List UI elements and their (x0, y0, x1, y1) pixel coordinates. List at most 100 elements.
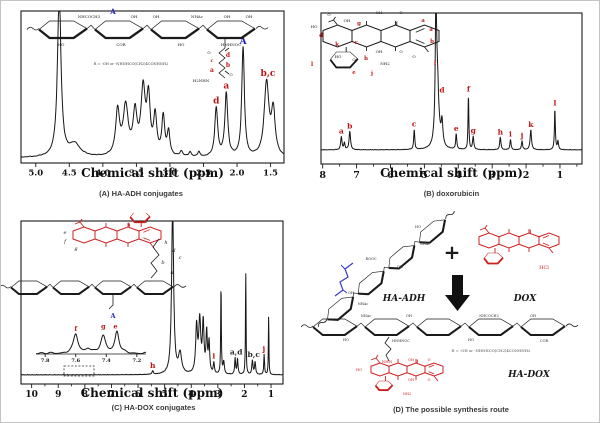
caption-d: (D) The possible synthesis route (393, 405, 509, 414)
peak-label-h: h (150, 361, 156, 370)
struct-label: ROOC (365, 257, 376, 261)
struct-label: HO (343, 338, 349, 342)
struct-label: NHCOCH3 (479, 314, 499, 318)
struct-label: NH2 (380, 61, 390, 66)
tick-label: 6 (135, 390, 141, 400)
struct-label: HA-ADH (382, 294, 426, 304)
struct-label: O (428, 358, 431, 362)
tick-label: 4 (188, 390, 194, 400)
struct-label: OH (406, 314, 412, 318)
ha-dox-structure (1, 213, 187, 377)
struct-label: NH2 (403, 392, 411, 396)
struct-label: g (74, 246, 77, 252)
struct-label: k (335, 42, 339, 48)
struct-label: c (210, 58, 213, 64)
struct-label: a (210, 67, 214, 74)
struct-label: g (357, 21, 361, 27)
tick-label: 7.4 (102, 358, 111, 364)
struct-label: HO (468, 338, 474, 342)
spectrum-trace (20, 221, 284, 376)
struct-label: O (399, 49, 403, 54)
tick-label: 6 (387, 170, 394, 181)
plot-frame (20, 220, 284, 385)
struct-label: l (311, 62, 313, 68)
tick-label: 1.5 (263, 169, 278, 179)
struct-label: HNHNOC (392, 339, 410, 343)
caption-a: (A) HA-ADH conjugates (99, 189, 183, 198)
struct-label: HO (335, 54, 342, 59)
tick-label: 4.5 (62, 169, 77, 179)
struct-label: a (429, 27, 433, 33)
struct-label: OH (376, 10, 383, 15)
struct-label: A (109, 312, 116, 320)
ha-adh-chain (317, 211, 455, 328)
zoom-region-box (63, 365, 95, 377)
tick-label: 2 (241, 390, 247, 400)
struct-label: e (352, 70, 356, 76)
struct-label: COR (540, 339, 549, 343)
peak-label-b,c: b,c (248, 350, 261, 359)
peak-label-j: j (261, 344, 265, 353)
struct-label: d (172, 248, 175, 254)
struct-label: i (128, 222, 130, 228)
struct-label: O (428, 378, 431, 382)
struct-label: R = -OH or -NHNHCO(CH2)4CONHNH2 (94, 62, 169, 66)
dox-product (370, 354, 444, 392)
tick-label: 2.5 (196, 169, 211, 179)
tick-label: 3 (215, 390, 221, 400)
struct-label: HO (58, 42, 65, 47)
tick-label: 8 (319, 170, 326, 181)
peak-label-l: l (553, 98, 556, 107)
peak-label-d: d (213, 97, 220, 107)
struct-label: O (412, 54, 416, 59)
xaxis-label-b: Chemical shift (ppm) (380, 166, 523, 180)
peak-label-e: e (454, 124, 459, 133)
struct-label: HA-DOX (507, 370, 551, 380)
tick-label: 7.2 (132, 358, 141, 364)
tick-label: 5 (421, 170, 428, 181)
synthesis-route-group (301, 211, 579, 392)
tick-label: 2 (523, 170, 530, 181)
spectrum-c-plot: 10 9 8 7 6 5 4 3 2 1hi a,d b,cj7.8 7.6 7.4 7.2f g ejiefg… (1, 213, 284, 400)
struct-label: HO (415, 225, 421, 229)
axis-ticks: 5.0 4.5 4.0 3.5 3.0 2.5 2.0 1.5 (28, 163, 278, 179)
tick-label: 5.0 (28, 169, 43, 179)
spectrum-group-C: 10 9 8 7 6 5 4 3 2 1hi a,d b,cj (20, 220, 284, 400)
tick-label: 7 (353, 170, 360, 181)
struct-label: OH (224, 14, 231, 19)
tick-label: 9 (55, 390, 61, 400)
peak-label-b,c: b,c (260, 69, 275, 79)
peak-label-k: k (528, 120, 534, 129)
tick-label: 3.5 (129, 169, 144, 179)
struct-label: NHAc (191, 14, 204, 19)
struct-label: R = -OH or -NHNHCO(CH2)4CONHNH2 (452, 348, 532, 353)
struct-label: d (226, 52, 231, 59)
peak-label-a: a (223, 82, 229, 92)
struct-label: O (327, 12, 331, 17)
struct-label: NHAc (420, 242, 431, 246)
plot-frame (20, 10, 285, 164)
struct-label: a (421, 18, 425, 24)
tick-label: 8 (82, 390, 88, 400)
peak-label-f: f (467, 84, 471, 93)
peak-labels: h i a,d b,cj (150, 344, 266, 369)
peak-label-e: e (113, 322, 117, 330)
peak-label-a: a (339, 126, 344, 135)
struct-label: A (109, 7, 116, 16)
spectrum-trace (35, 330, 147, 355)
ha-adh-structure-labels: NHCOCH3 A OH OH NHAc OH OH HO COR HO HNHNOC O d c b a O H… (58, 7, 253, 83)
adh-pendant (334, 262, 354, 297)
tick-label: 7.6 (71, 358, 80, 364)
struct-label: NHN (382, 359, 393, 364)
tick-label: 10 (25, 390, 38, 400)
struct-label: f (63, 239, 67, 245)
struct-label: H2NHN (193, 78, 210, 83)
tick-label: 7 (108, 390, 114, 400)
